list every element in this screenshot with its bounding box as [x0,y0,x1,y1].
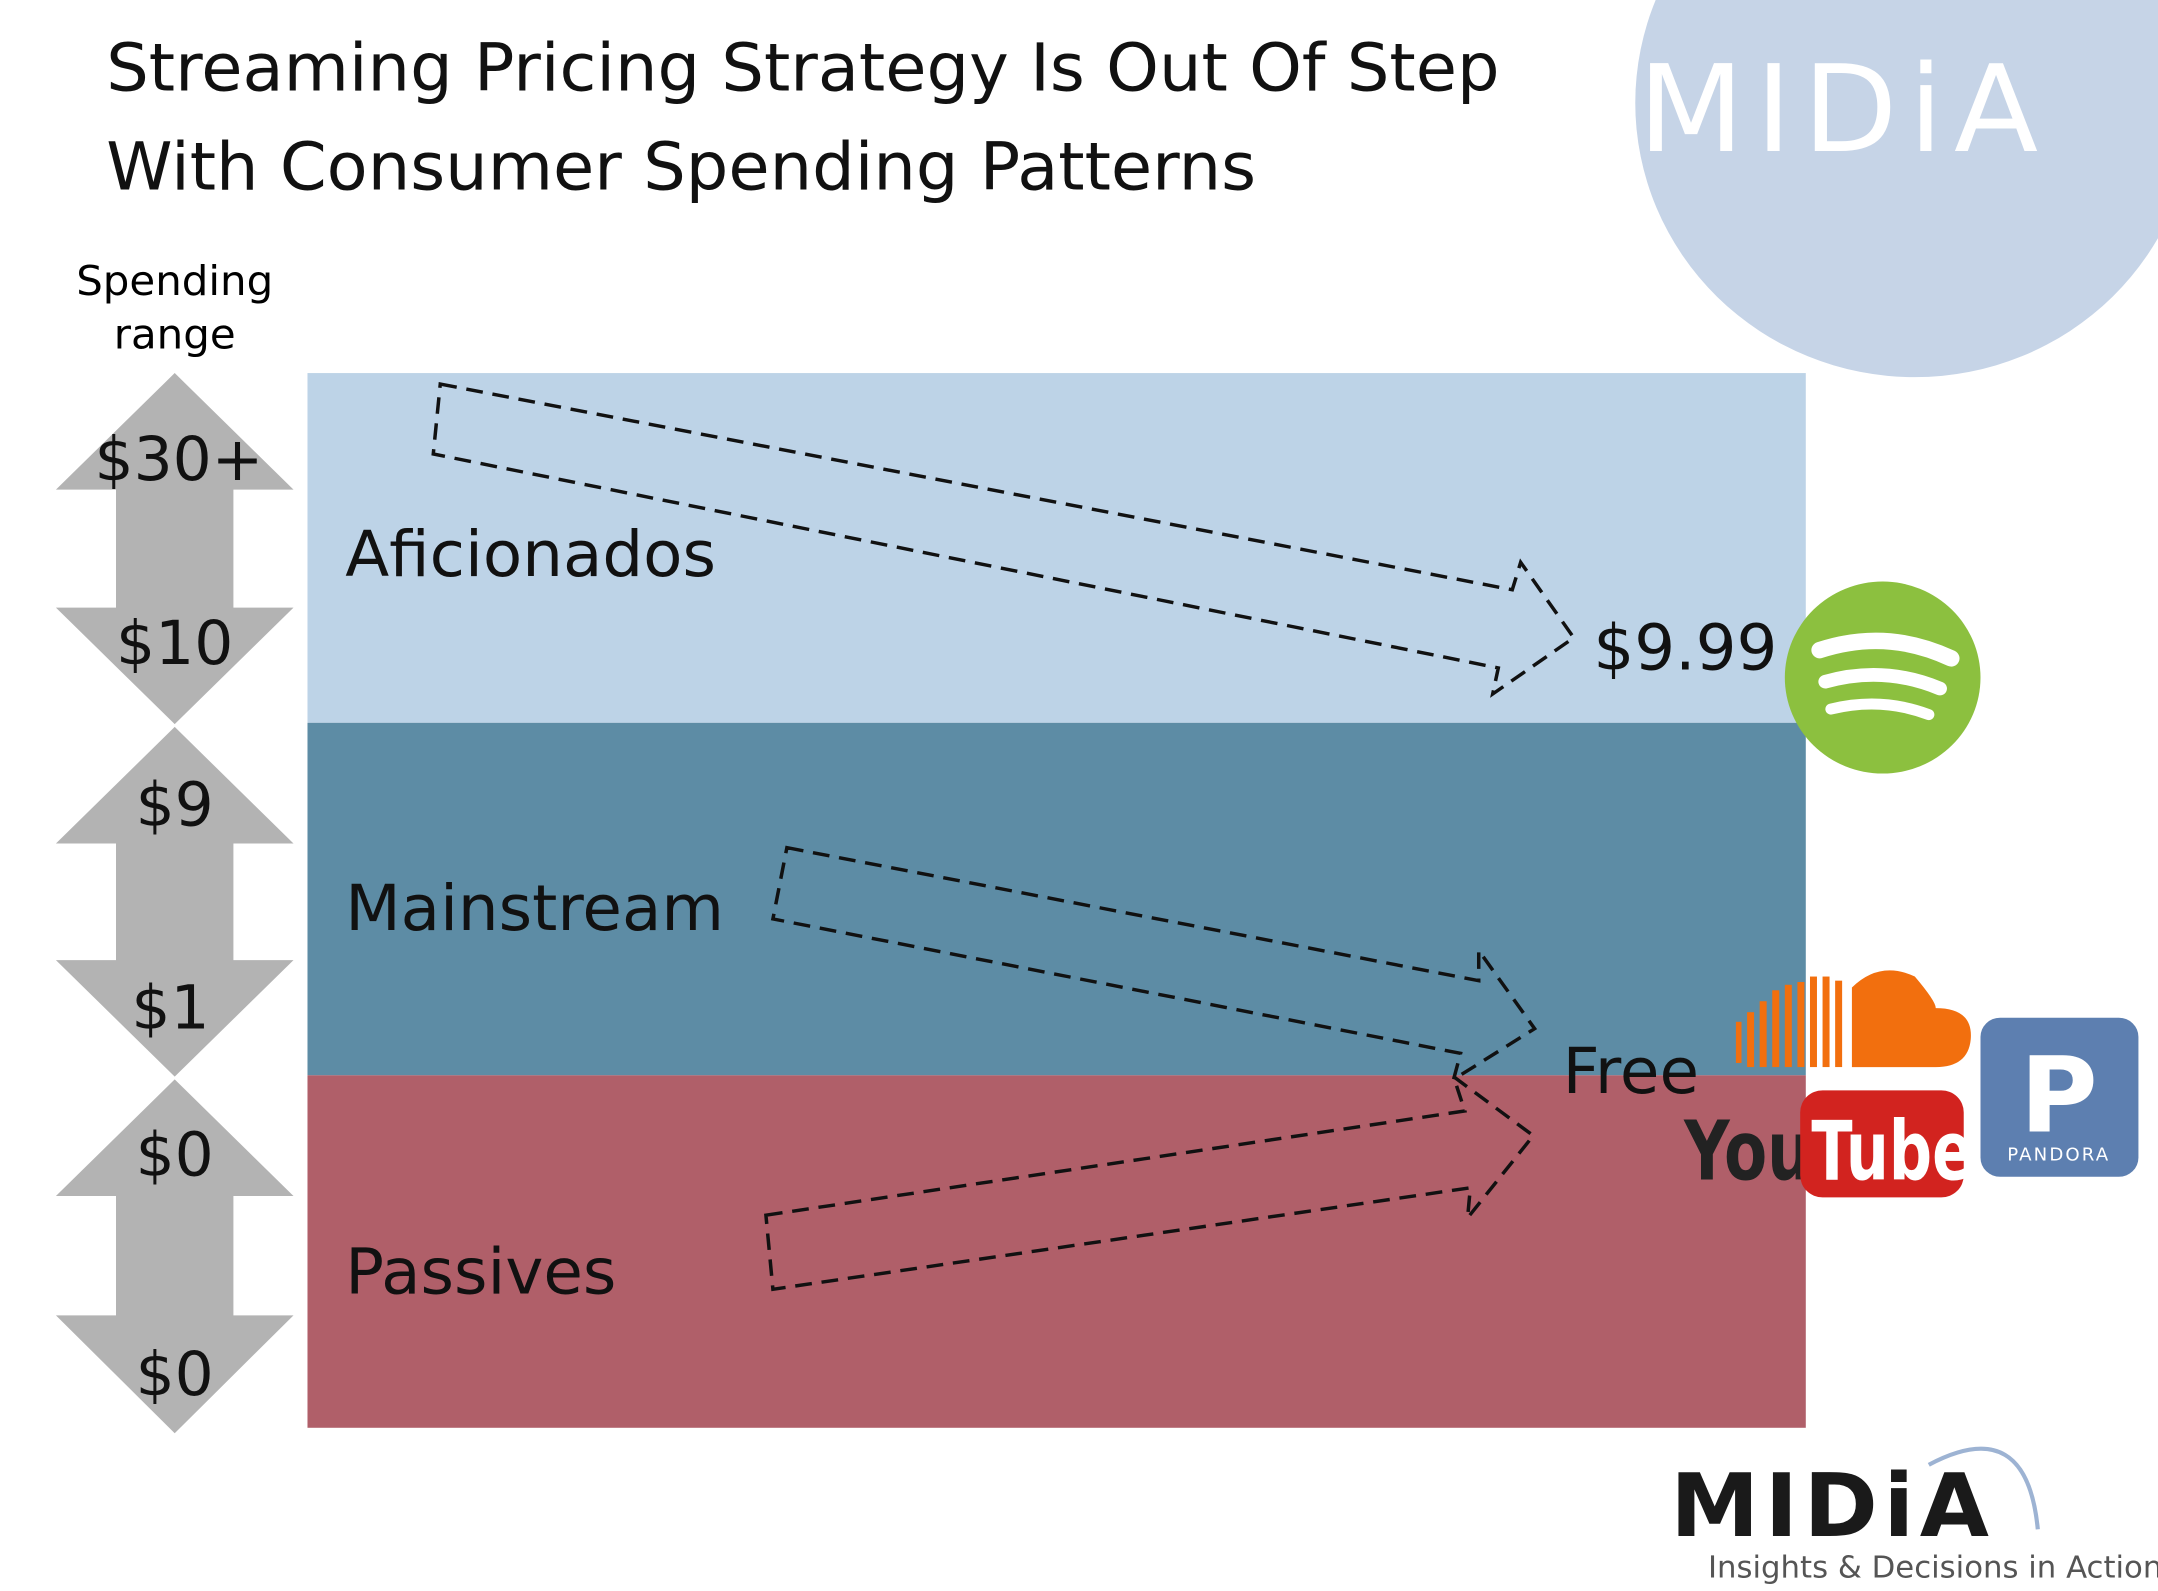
dashed-arrow [770,845,1538,1084]
band-passives [307,1075,1806,1428]
axis-label: Spending [76,256,273,305]
title-line: With Consumer Spending Patterns [106,128,1256,205]
range-top: $9 [136,770,214,840]
range-arrows [55,373,294,1434]
pandora-letter: P [2020,1034,2098,1156]
dashed-arrow [431,381,1577,698]
logo-circle [1635,0,2158,378]
segment-label: Mainstream [345,872,724,945]
band-aficionados [307,373,1806,723]
double-arrow [55,373,294,725]
soundcloud-logo [1735,970,1971,1068]
footer-tagline: Insights & Decisions in Action [1708,1551,2158,1586]
youtube-logo: You Tube [1683,1090,1973,1200]
price-label: Free [1563,1036,1699,1109]
title-line: Streaming Pricing Strategy Is Out Of Ste… [106,29,1499,106]
range-top: $30+ [94,425,263,495]
segment-label: Aficionados [345,519,716,592]
youtube-you: You [1683,1104,1812,1200]
dashed-arrow [764,1072,1536,1292]
footer-logo: MIDiA [1670,1455,1994,1557]
footer-logo-arc [1927,1446,2040,1530]
spotify-logo [1784,581,1981,774]
range-bottom: $0 [136,1339,214,1409]
pandora-logo: P PANDORA [1980,1017,2139,1177]
double-arrow [55,726,294,1077]
range-bottom: $1 [131,973,209,1043]
pandora-name: PANDORA [2007,1144,2110,1165]
range-top: $0 [136,1120,214,1190]
price-label: $9.99 [1593,612,1777,685]
double-arrow [55,1079,294,1434]
youtube-tube: Tube [1811,1104,1973,1200]
segment-label: Passives [345,1236,616,1309]
axis-label: range [114,310,236,359]
range-bottom: $10 [116,608,233,678]
top-logo: MIDiA [1638,39,2049,180]
